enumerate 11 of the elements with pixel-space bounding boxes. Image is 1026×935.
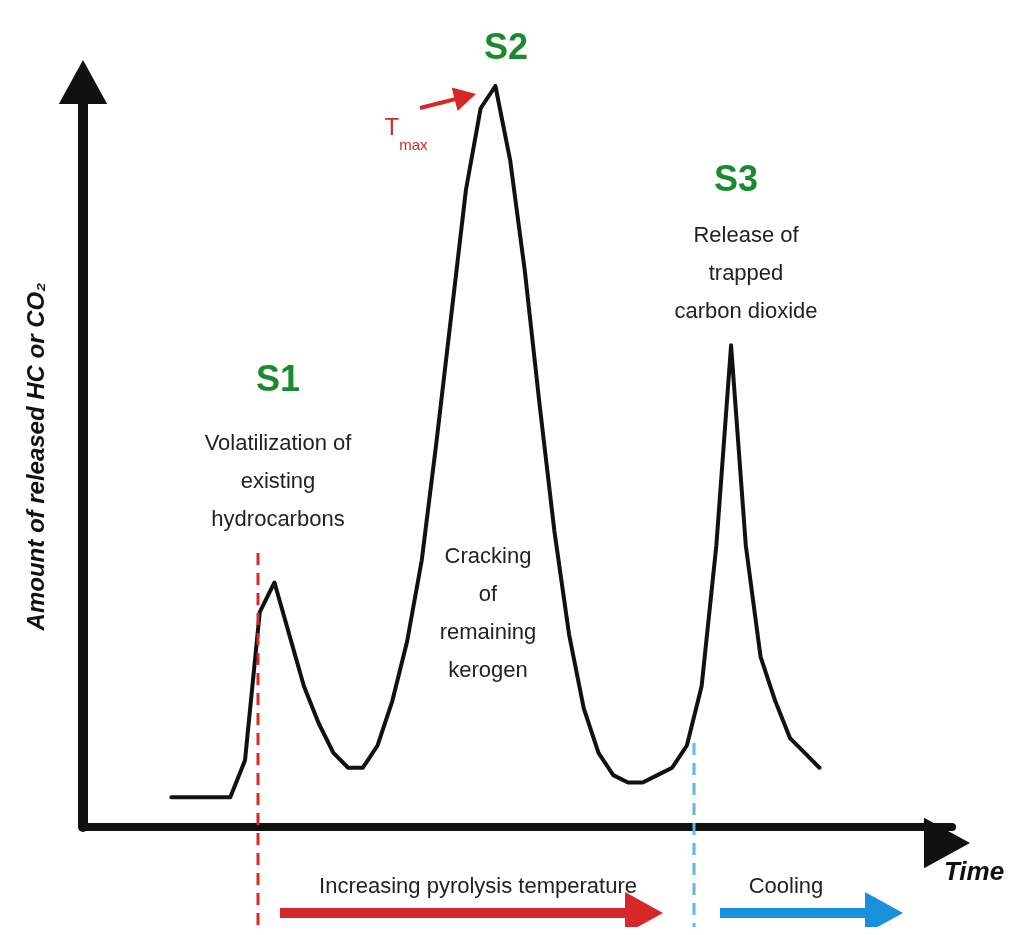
annotation: Release of trapped carbon dioxide xyxy=(674,221,818,323)
text: Increasing pyrolysis temperature xyxy=(319,872,637,898)
annotation: Volatilization of existing hydrocarbons xyxy=(204,429,353,531)
x-axis-title: Time xyxy=(943,856,1005,886)
text: Cooling xyxy=(748,872,824,898)
annotation: S1 xyxy=(255,357,301,399)
y-axis-title: Amount of released HC or CO₂ xyxy=(21,282,49,632)
text: S2 xyxy=(483,25,529,67)
annotation: S3 xyxy=(713,157,759,199)
annotation: Cracking of remaining kerogen xyxy=(439,542,537,682)
annotation: Tmax xyxy=(384,112,428,153)
